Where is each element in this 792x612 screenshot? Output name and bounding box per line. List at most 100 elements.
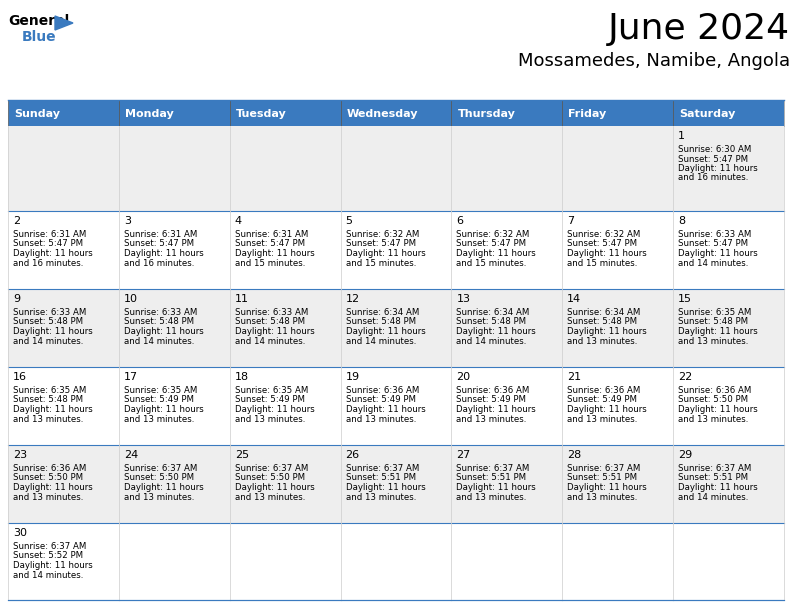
Text: and 14 minutes.: and 14 minutes. bbox=[234, 337, 305, 346]
Bar bbox=[562, 289, 673, 367]
Text: and 13 minutes.: and 13 minutes. bbox=[124, 414, 194, 424]
Text: Daylight: 11 hours: Daylight: 11 hours bbox=[456, 327, 536, 336]
Bar bbox=[451, 100, 562, 126]
Text: Sunrise: 6:37 AM: Sunrise: 6:37 AM bbox=[345, 464, 419, 473]
Text: and 13 minutes.: and 13 minutes. bbox=[567, 337, 638, 346]
Text: 11: 11 bbox=[234, 294, 249, 304]
Text: and 13 minutes.: and 13 minutes. bbox=[124, 493, 194, 501]
Text: Sunrise: 6:37 AM: Sunrise: 6:37 AM bbox=[456, 464, 530, 473]
Text: Sunrise: 6:37 AM: Sunrise: 6:37 AM bbox=[567, 464, 641, 473]
Text: Thursday: Thursday bbox=[458, 109, 516, 119]
Bar bbox=[341, 100, 451, 126]
Text: and 13 minutes.: and 13 minutes. bbox=[345, 414, 416, 424]
Text: Sunset: 5:51 PM: Sunset: 5:51 PM bbox=[456, 474, 527, 482]
Text: Sunset: 5:48 PM: Sunset: 5:48 PM bbox=[678, 318, 748, 326]
Bar bbox=[230, 100, 341, 126]
Text: Sunset: 5:47 PM: Sunset: 5:47 PM bbox=[345, 239, 416, 248]
Text: Daylight: 11 hours: Daylight: 11 hours bbox=[124, 249, 204, 258]
Bar bbox=[451, 289, 562, 367]
Bar bbox=[341, 445, 451, 523]
Text: 20: 20 bbox=[456, 372, 470, 382]
Text: Daylight: 11 hours: Daylight: 11 hours bbox=[345, 483, 425, 492]
Text: 22: 22 bbox=[678, 372, 692, 382]
Bar bbox=[119, 445, 230, 523]
Text: and 13 minutes.: and 13 minutes. bbox=[456, 493, 527, 501]
Bar bbox=[230, 126, 341, 211]
Text: Daylight: 11 hours: Daylight: 11 hours bbox=[124, 483, 204, 492]
Text: Daylight: 11 hours: Daylight: 11 hours bbox=[124, 327, 204, 336]
Text: 9: 9 bbox=[13, 294, 20, 304]
Bar bbox=[8, 211, 119, 289]
Text: Sunset: 5:50 PM: Sunset: 5:50 PM bbox=[234, 474, 305, 482]
Text: Daylight: 11 hours: Daylight: 11 hours bbox=[13, 327, 93, 336]
Text: 17: 17 bbox=[124, 372, 138, 382]
Text: Sunrise: 6:31 AM: Sunrise: 6:31 AM bbox=[13, 230, 86, 239]
Bar bbox=[673, 523, 784, 600]
Text: Sunrise: 6:36 AM: Sunrise: 6:36 AM bbox=[567, 386, 641, 395]
Bar bbox=[8, 100, 119, 126]
Text: and 15 minutes.: and 15 minutes. bbox=[234, 258, 305, 267]
Text: Sunset: 5:50 PM: Sunset: 5:50 PM bbox=[678, 395, 748, 405]
Text: 26: 26 bbox=[345, 450, 360, 460]
Bar bbox=[341, 126, 451, 211]
Bar bbox=[230, 523, 341, 600]
Text: 21: 21 bbox=[567, 372, 581, 382]
Text: Sunset: 5:47 PM: Sunset: 5:47 PM bbox=[456, 239, 527, 248]
Bar bbox=[562, 367, 673, 445]
Text: Sunset: 5:48 PM: Sunset: 5:48 PM bbox=[345, 318, 416, 326]
Text: 19: 19 bbox=[345, 372, 360, 382]
Text: and 14 minutes.: and 14 minutes. bbox=[124, 337, 194, 346]
Bar bbox=[451, 523, 562, 600]
Text: Sunset: 5:49 PM: Sunset: 5:49 PM bbox=[124, 395, 194, 405]
Text: Daylight: 11 hours: Daylight: 11 hours bbox=[567, 249, 647, 258]
Text: Daylight: 11 hours: Daylight: 11 hours bbox=[234, 483, 314, 492]
Text: Sunrise: 6:31 AM: Sunrise: 6:31 AM bbox=[234, 230, 308, 239]
Text: Daylight: 11 hours: Daylight: 11 hours bbox=[456, 483, 536, 492]
Text: Sunset: 5:47 PM: Sunset: 5:47 PM bbox=[678, 239, 748, 248]
Text: Saturday: Saturday bbox=[680, 109, 736, 119]
Bar bbox=[119, 289, 230, 367]
Text: and 13 minutes.: and 13 minutes. bbox=[678, 337, 748, 346]
Text: and 13 minutes.: and 13 minutes. bbox=[345, 493, 416, 501]
Text: and 14 minutes.: and 14 minutes. bbox=[345, 337, 416, 346]
Bar bbox=[673, 211, 784, 289]
Text: Sunrise: 6:33 AM: Sunrise: 6:33 AM bbox=[234, 308, 308, 317]
Polygon shape bbox=[55, 16, 73, 30]
Text: Sunset: 5:48 PM: Sunset: 5:48 PM bbox=[456, 318, 527, 326]
Text: Daylight: 11 hours: Daylight: 11 hours bbox=[345, 405, 425, 414]
Text: and 16 minutes.: and 16 minutes. bbox=[678, 173, 748, 182]
Text: Daylight: 11 hours: Daylight: 11 hours bbox=[678, 327, 758, 336]
Text: Sunset: 5:49 PM: Sunset: 5:49 PM bbox=[234, 395, 305, 405]
Text: Blue: Blue bbox=[22, 30, 56, 44]
Text: Sunset: 5:48 PM: Sunset: 5:48 PM bbox=[13, 318, 83, 326]
Text: Sunset: 5:47 PM: Sunset: 5:47 PM bbox=[234, 239, 305, 248]
Text: Daylight: 11 hours: Daylight: 11 hours bbox=[567, 327, 647, 336]
Text: Daylight: 11 hours: Daylight: 11 hours bbox=[456, 405, 536, 414]
Text: and 13 minutes.: and 13 minutes. bbox=[234, 493, 305, 501]
Bar bbox=[562, 126, 673, 211]
Bar bbox=[562, 523, 673, 600]
Text: Sunrise: 6:30 AM: Sunrise: 6:30 AM bbox=[678, 145, 752, 154]
Bar bbox=[451, 211, 562, 289]
Bar bbox=[673, 100, 784, 126]
Bar bbox=[673, 445, 784, 523]
Text: Wednesday: Wednesday bbox=[347, 109, 418, 119]
Text: 8: 8 bbox=[678, 216, 685, 226]
Bar bbox=[451, 367, 562, 445]
Text: Sunrise: 6:34 AM: Sunrise: 6:34 AM bbox=[345, 308, 419, 317]
Bar bbox=[230, 211, 341, 289]
Text: and 14 minutes.: and 14 minutes. bbox=[13, 570, 83, 580]
Bar bbox=[451, 445, 562, 523]
Bar bbox=[119, 211, 230, 289]
Text: and 14 minutes.: and 14 minutes. bbox=[456, 337, 527, 346]
Text: Sunrise: 6:32 AM: Sunrise: 6:32 AM bbox=[456, 230, 530, 239]
Text: 16: 16 bbox=[13, 372, 27, 382]
Text: 12: 12 bbox=[345, 294, 360, 304]
Text: Sunset: 5:51 PM: Sunset: 5:51 PM bbox=[345, 474, 416, 482]
Text: Sunset: 5:47 PM: Sunset: 5:47 PM bbox=[13, 239, 83, 248]
Text: Sunrise: 6:35 AM: Sunrise: 6:35 AM bbox=[234, 386, 308, 395]
Bar bbox=[8, 126, 119, 211]
Text: and 15 minutes.: and 15 minutes. bbox=[567, 258, 638, 267]
Text: June 2024: June 2024 bbox=[608, 12, 790, 46]
Text: Sunset: 5:48 PM: Sunset: 5:48 PM bbox=[234, 318, 305, 326]
